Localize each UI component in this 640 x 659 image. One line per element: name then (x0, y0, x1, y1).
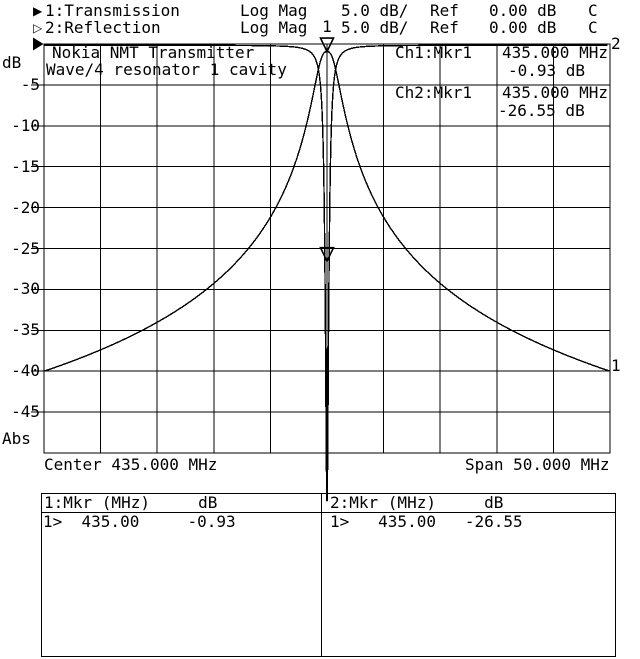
marker-table-column-divider (321, 494, 322, 656)
marker-table-ch2-row: 1> 435.00 -26.55 (330, 512, 523, 531)
y-tick-label: -15 (11, 156, 40, 176)
trace2-format: Log Mag (240, 18, 308, 37)
y-tick-label: -45 (11, 402, 40, 422)
ch2-marker-value: -26.55 dB (498, 101, 585, 120)
y-tick-label: -25 (11, 238, 40, 258)
marker-table-ch2-header: 2:Mkr (MHz) dB (330, 493, 504, 512)
trace1-ref-label: Ref (430, 1, 459, 20)
y-tick-label: -40 (11, 361, 40, 381)
y-axis-mode-label: Abs (2, 429, 31, 448)
ch2-marker-label: Ch2:Mkr1 (395, 83, 473, 102)
trace1-name: 1:Transmission (45, 1, 180, 20)
trace1-scale: 5.0 dB/ (341, 1, 409, 20)
marker-table: 1:Mkr (MHz) dB 1> 435.00 -0.93 2:Mkr (MH… (41, 493, 616, 657)
ch1-marker-value: -0.93 dB (508, 61, 586, 80)
trace2-scale: 5.0 dB/ (341, 18, 409, 37)
trace1-format: Log Mag (240, 1, 308, 20)
y-tick-label: -35 (11, 320, 40, 340)
y-tick-label: -30 (11, 279, 40, 299)
marker1-arrow-icon (319, 37, 335, 54)
ch2-marker-freq: 435.000 MHz (502, 83, 608, 102)
center-frequency-label: Center 435.000 MHz (44, 455, 218, 474)
trace2-end-label: 2 (611, 34, 621, 53)
trace1-active-icon: ▶ (33, 4, 43, 18)
trace1-cal-flag: C (588, 1, 598, 20)
ref-level-icon (33, 37, 44, 51)
trace1-ref-value: 0.00 dB (489, 1, 557, 20)
marker1-arrow-icon (319, 246, 335, 264)
trace2-inactive-icon: ▷ (33, 21, 43, 35)
marker1-top-label: 1 (322, 17, 332, 36)
trace2-ref-label: Ref (430, 18, 459, 37)
y-axis-unit-label: dB (2, 53, 22, 72)
trace2-ref-value: 0.00 dB (489, 18, 557, 37)
ch1-marker-freq: 435.000 MHz (502, 43, 608, 62)
marker-table-ch1-header: 1:Mkr (MHz) dB (44, 493, 218, 512)
y-tick-label: -5 (20, 74, 40, 94)
span-label: Span 50.000 MHz (465, 455, 610, 474)
trace2-cal-flag: C (588, 18, 598, 37)
y-tick-label: -20 (11, 197, 40, 217)
marker-table-header-divider (42, 512, 615, 513)
y-tick-label: -10 (11, 115, 40, 135)
trace1-end-label: 1 (611, 356, 621, 375)
plot-title-line1: Nokia NMT Transmitter (52, 43, 255, 62)
trace2-name: 2:Reflection (45, 18, 161, 37)
marker-table-ch1-row: 1> 435.00 -0.93 (43, 512, 236, 531)
ch1-marker-label: Ch1:Mkr1 (395, 43, 473, 62)
plot-title-line2: Wave/4 resonator 1 cavity (46, 60, 287, 79)
